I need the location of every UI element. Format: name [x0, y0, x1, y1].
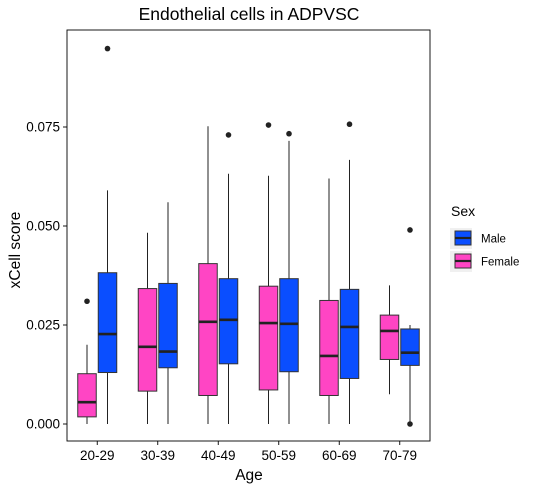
legend-entries: Male Female	[450, 228, 519, 272]
legend-label: Female	[481, 257, 519, 269]
box-male-60-69	[339, 121, 360, 424]
box-body	[137, 288, 158, 392]
x-tick-label: 40-49	[201, 448, 236, 463]
legend-label: Male	[481, 234, 506, 246]
box-female-40-49	[198, 126, 218, 424]
box-body	[198, 263, 218, 396]
x-tick-label: 50-59	[261, 448, 296, 463]
x-tick-label: 30-39	[140, 448, 175, 463]
x-tick-label: 70-79	[382, 448, 417, 463]
box-male-20-29	[97, 45, 118, 424]
box-body	[319, 299, 339, 396]
plot-area	[66, 29, 431, 442]
box-male-70-79	[400, 227, 420, 427]
y-axis-title: xCell score	[7, 212, 24, 289]
box-female-30-39	[137, 232, 158, 424]
plot-marks	[77, 45, 420, 427]
chart-title: Endothelial cells in ADPVSC	[139, 4, 360, 24]
legend-entry-female: Female	[450, 251, 519, 272]
legend: Sex Male Female	[450, 203, 519, 272]
x-axis: 20-29 30-39 40-49 50-59 60-69 70-79	[80, 441, 417, 463]
outlier-point	[265, 122, 272, 128]
box-body	[379, 314, 400, 360]
outlier-point	[225, 132, 232, 138]
box-female-20-29	[77, 298, 97, 424]
y-tick-label: 0.000	[26, 417, 60, 432]
box-female-50-59	[258, 122, 279, 424]
y-tick-label: 0.025	[26, 318, 60, 333]
box-body	[258, 285, 279, 391]
outlier-point	[407, 421, 413, 427]
outlier-point	[104, 45, 111, 52]
legend-entry-male: Male	[450, 228, 506, 249]
plot-panel-border	[66, 29, 431, 442]
legend-title: Sex	[451, 203, 475, 219]
outlier-point	[286, 130, 292, 137]
box-body	[218, 278, 239, 365]
box-body	[77, 373, 97, 418]
y-tick-label: 0.050	[26, 219, 60, 234]
box-female-60-69	[319, 178, 339, 424]
outlier-point	[84, 298, 90, 305]
box-body	[279, 278, 299, 373]
x-tick-label: 20-29	[80, 448, 115, 463]
box-male-40-49	[218, 132, 239, 424]
x-tick-label: 60-69	[322, 448, 357, 463]
y-tick-label: 0.075	[26, 120, 60, 135]
box-body	[339, 288, 360, 379]
box-body	[400, 328, 420, 366]
box-body	[97, 272, 118, 374]
y-axis: 0.000 0.025 0.050 0.075	[26, 120, 67, 432]
box-body	[158, 282, 178, 369]
box-female-70-79	[379, 285, 400, 395]
box-male-30-39	[158, 202, 178, 424]
outlier-point	[346, 121, 353, 128]
box-male-50-59	[279, 130, 299, 424]
outlier-point	[407, 227, 413, 233]
x-axis-title: Age	[235, 467, 263, 484]
